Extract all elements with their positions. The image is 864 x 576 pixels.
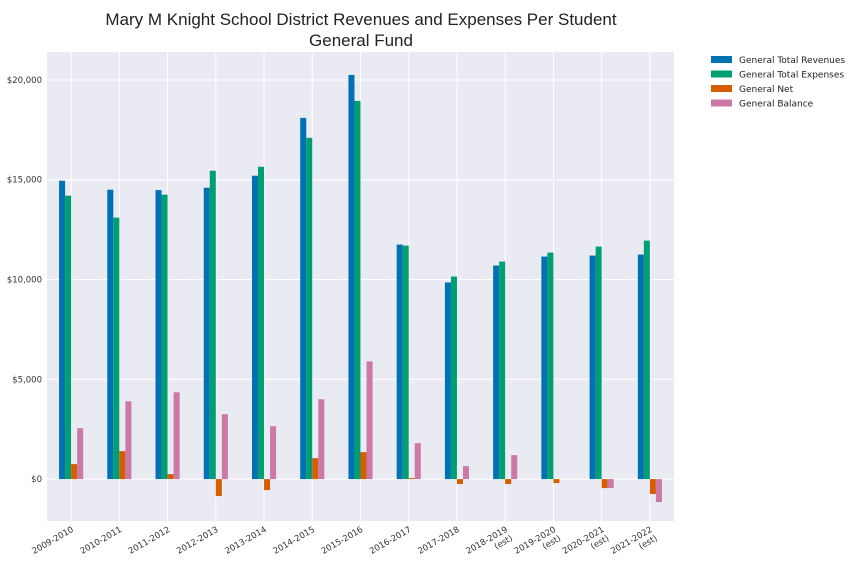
y-axis: $0 $5,000 $10,000 $15,000 $20,000 bbox=[7, 76, 42, 485]
bar bbox=[354, 100, 361, 480]
x-tick-label: 2020-2021(est) bbox=[561, 525, 611, 565]
bar bbox=[649, 479, 656, 495]
legend-item: General Net bbox=[711, 85, 794, 95]
bar bbox=[511, 455, 518, 480]
legend-item: General Total Revenues bbox=[711, 56, 845, 66]
legend-item: General Total Expenses bbox=[711, 70, 844, 81]
bar bbox=[444, 282, 451, 480]
series-general-balance bbox=[77, 361, 662, 503]
bar bbox=[655, 479, 662, 503]
bar bbox=[601, 479, 608, 489]
bar bbox=[209, 170, 216, 480]
bar bbox=[264, 479, 271, 491]
bar bbox=[161, 194, 168, 480]
bar bbox=[643, 240, 650, 480]
chart-title: Mary M Knight School District Revenues a… bbox=[105, 10, 616, 50]
chart-title-line-1: Mary M Knight School District Revenues a… bbox=[105, 10, 616, 29]
bar bbox=[167, 474, 174, 480]
bar bbox=[414, 443, 421, 480]
bar bbox=[312, 458, 319, 480]
bar bbox=[348, 74, 355, 480]
y-tick-label: $20,000 bbox=[7, 76, 42, 86]
bar bbox=[65, 195, 72, 480]
bar bbox=[547, 252, 554, 480]
x-tick-label: 2015-2016 bbox=[320, 525, 365, 557]
bar bbox=[607, 479, 614, 489]
x-tick-label: 2018-2019(est) bbox=[465, 525, 515, 565]
legend: General Total Revenues General Total Expe… bbox=[711, 56, 845, 110]
legend-swatch bbox=[711, 70, 732, 78]
bar bbox=[396, 244, 403, 480]
legend-label: General Balance bbox=[739, 100, 814, 110]
bar bbox=[119, 451, 126, 480]
x-tick-label: 2021-2022(est) bbox=[609, 525, 659, 565]
x-tick-label: 2013-2014 bbox=[223, 525, 268, 557]
bar bbox=[215, 479, 222, 497]
legend-swatch bbox=[711, 56, 732, 63]
bar bbox=[251, 175, 259, 480]
series-general-total-revenues bbox=[59, 74, 644, 480]
bar bbox=[173, 392, 180, 480]
bar bbox=[366, 361, 373, 480]
bar bbox=[493, 265, 500, 480]
bars bbox=[59, 74, 662, 503]
chart-title-line-2: General Fund bbox=[309, 31, 413, 50]
x-tick-label: 2016-2017 bbox=[368, 525, 413, 557]
bar bbox=[462, 466, 470, 480]
bar bbox=[505, 479, 512, 485]
bar bbox=[203, 187, 210, 480]
bar bbox=[408, 478, 415, 480]
x-tick-label: 2009-2010 bbox=[30, 525, 75, 557]
bar bbox=[595, 246, 602, 480]
x-tick-label: 2014-2015 bbox=[272, 525, 317, 557]
bar bbox=[221, 414, 228, 480]
bar bbox=[456, 479, 463, 485]
bar bbox=[450, 276, 457, 480]
bar bbox=[113, 217, 120, 480]
x-axis: 2009-2010 2010-2011 2011-2012 2012-2013 2013… bbox=[30, 525, 659, 565]
legend-swatch bbox=[711, 85, 732, 92]
bar bbox=[155, 190, 162, 480]
x-tick-label: 2010-2011 bbox=[79, 525, 124, 557]
bar bbox=[59, 180, 66, 480]
legend-label: General Total Expenses bbox=[739, 71, 844, 81]
bar bbox=[499, 261, 506, 480]
bar bbox=[360, 452, 367, 480]
x-tick-label: 2019-2020(est) bbox=[513, 525, 563, 565]
bar bbox=[318, 399, 325, 480]
y-tick-label: $15,000 bbox=[7, 176, 42, 186]
bar bbox=[71, 464, 78, 480]
legend-swatch bbox=[711, 99, 732, 107]
bar bbox=[77, 428, 84, 480]
bar bbox=[258, 166, 265, 480]
series-general-total-expenses bbox=[65, 100, 650, 480]
bar bbox=[553, 479, 560, 484]
x-tick-label: 2017-2018 bbox=[416, 525, 461, 557]
x-tick-label: 2011-2012 bbox=[127, 525, 172, 557]
series-general-net bbox=[71, 451, 656, 497]
legend-label: General Total Revenues bbox=[739, 56, 845, 66]
y-tick-label: $0 bbox=[31, 475, 42, 485]
bar bbox=[637, 254, 644, 480]
bar bbox=[402, 245, 409, 480]
bar bbox=[107, 189, 114, 480]
bar bbox=[270, 426, 277, 480]
bar bbox=[306, 137, 313, 480]
y-tick-label: $10,000 bbox=[7, 276, 42, 286]
x-tick-label: 2012-2013 bbox=[175, 525, 220, 557]
legend-label: General Net bbox=[739, 85, 794, 95]
legend-item: General Balance bbox=[711, 99, 814, 110]
bar bbox=[125, 401, 132, 480]
y-tick-label: $5,000 bbox=[12, 375, 42, 385]
bar bbox=[589, 255, 596, 480]
bar bbox=[541, 256, 548, 480]
bar bbox=[300, 117, 307, 480]
